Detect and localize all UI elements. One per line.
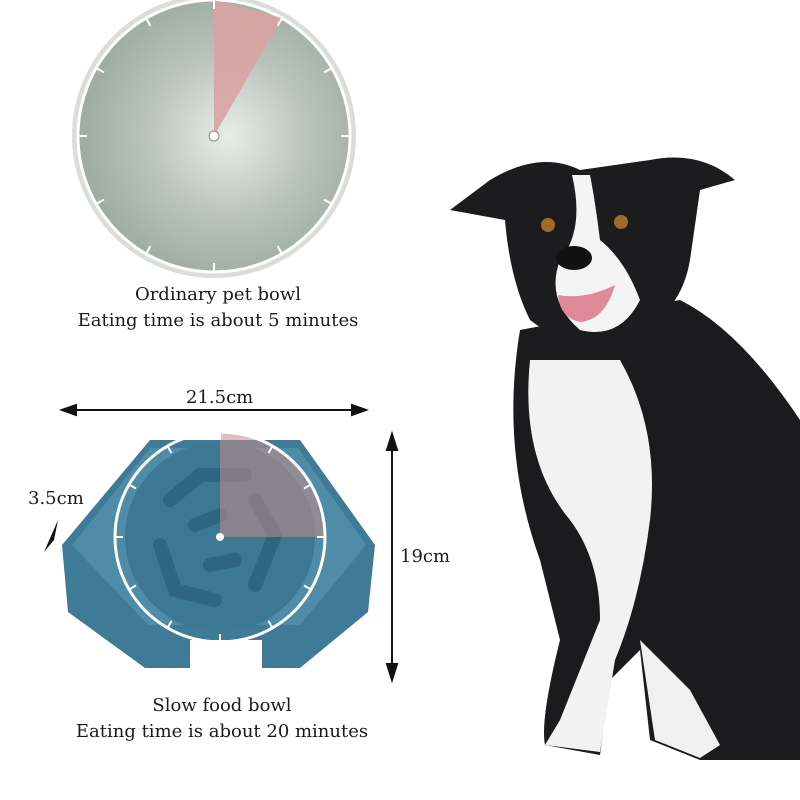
time-wedge (214, 0, 282, 136)
ordinary-bowl-title: Ordinary pet bowl (134, 284, 302, 305)
clock-tick (128, 483, 137, 490)
clock-tick (145, 17, 152, 27)
clock-tick (323, 198, 333, 205)
slow-bowl-time: Eating time is about 20 minutes (75, 721, 369, 742)
clock-tick (323, 67, 333, 74)
clock-tick (276, 17, 283, 27)
clock-tick (95, 67, 105, 74)
clock-tick (267, 445, 274, 454)
clock-tick (303, 584, 312, 591)
depth-arrow (44, 520, 58, 552)
height-arrow (385, 430, 399, 684)
height-label: 19cm (400, 546, 451, 567)
clock-tick (95, 198, 105, 205)
ordinary-bowl (72, 0, 356, 278)
slow-feeder-bowl (62, 430, 375, 668)
clock-tick (303, 483, 312, 490)
clock-tick (276, 245, 283, 255)
ordinary-bowl-time: Eating time is about 5 minutes (77, 310, 359, 331)
time-wedge (220, 432, 325, 537)
clock-tick (145, 245, 152, 255)
clock-tick (166, 445, 173, 454)
border-collie-dog (450, 157, 800, 760)
slow-bowl-title: Slow food bowl (152, 695, 292, 716)
clock-tick (166, 620, 173, 629)
depth-label: 3.5cm (28, 488, 84, 509)
width-label: 21.5cm (186, 387, 254, 408)
width-arrow (59, 403, 369, 417)
clock-tick (267, 620, 274, 629)
clock-tick (128, 584, 137, 591)
